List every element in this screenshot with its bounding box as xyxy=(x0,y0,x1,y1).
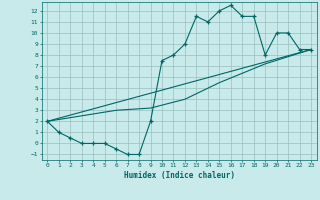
X-axis label: Humidex (Indice chaleur): Humidex (Indice chaleur) xyxy=(124,171,235,180)
